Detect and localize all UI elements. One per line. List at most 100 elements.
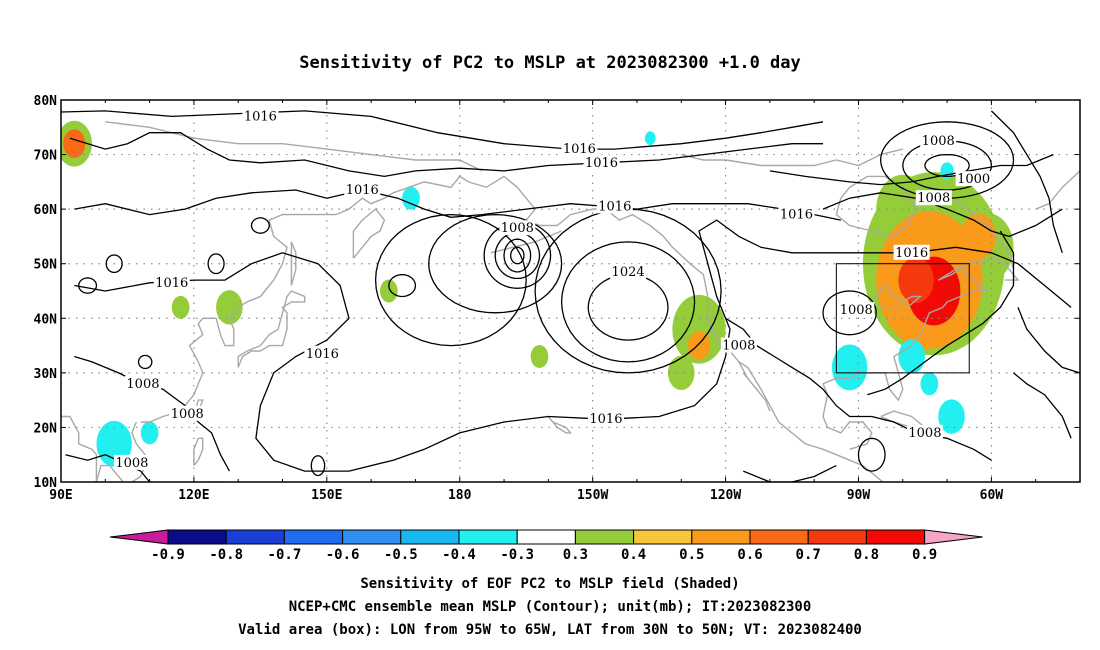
contour-label-bg xyxy=(304,345,341,361)
shading-patch xyxy=(63,129,86,158)
map-panel: 1016101610161016101610161016101610161016… xyxy=(34,94,1081,503)
colorbar-swatch xyxy=(749,529,809,545)
coastline xyxy=(237,290,306,368)
mslp-contour-line xyxy=(137,354,153,370)
mslp-contour-line xyxy=(61,110,824,150)
contour-label-bg xyxy=(499,220,536,236)
colorbar-swatch xyxy=(342,529,402,545)
x-tick-label: 120E xyxy=(178,488,209,503)
colorbar-swatch xyxy=(400,529,460,545)
colorbar-label: -0.9 xyxy=(151,547,185,563)
mslp-contour-line xyxy=(78,277,98,294)
colorbar: -0.9 -0.8 -0.7 -0.6 -0.5 -0.4 -0.3 0.3 0.4 0.5 0.6… xyxy=(109,529,983,563)
contour-label: 1000 xyxy=(957,172,990,187)
mslp-contour-line xyxy=(857,437,886,472)
map-title: Sensitivity of PC2 to MSLP at 2023082300… xyxy=(299,53,801,73)
coastlines xyxy=(61,121,1080,482)
coastline xyxy=(738,361,771,412)
mslp-contour-line xyxy=(1013,372,1072,439)
colorbar-swatch xyxy=(225,529,285,545)
x-tick-label: 150E xyxy=(311,488,342,503)
map-frame xyxy=(60,99,1081,483)
mslp-contour-line xyxy=(510,246,525,265)
mslp-contour-line xyxy=(74,355,230,472)
x-tick-label: 150W xyxy=(577,488,608,503)
colorbar-swatch xyxy=(283,529,344,545)
colorbar-swatch xyxy=(633,529,693,545)
contour-label-bg xyxy=(838,302,875,318)
y-tick-label: 80N xyxy=(34,94,58,109)
mslp-contour-line xyxy=(990,110,1063,254)
contour-label: 1008 xyxy=(171,407,204,422)
contour-label-bg xyxy=(344,182,381,198)
mslp-contour-line xyxy=(769,153,1054,186)
valid-area-box xyxy=(835,263,970,374)
y-tick-label: 10N xyxy=(34,476,58,491)
shading-patch xyxy=(530,345,549,368)
contour-label-bg xyxy=(561,141,598,157)
shading-patch xyxy=(216,290,243,325)
mslp-contour-line xyxy=(822,192,1063,238)
contour-label: 1016 xyxy=(585,156,618,171)
colorbar-label: 0.4 xyxy=(621,547,646,563)
contour-label: 1008 xyxy=(115,456,148,471)
contour-label: 1016 xyxy=(155,276,188,291)
shading-patch xyxy=(831,344,868,391)
colorbar-high-triangle xyxy=(924,529,983,545)
coastline xyxy=(193,437,204,467)
x-tick-label: 90E xyxy=(49,488,72,503)
coastline xyxy=(503,175,884,482)
colorbar-label: 0.3 xyxy=(563,547,588,563)
shading-patch xyxy=(672,294,726,364)
contour-label: 1016 xyxy=(563,142,596,157)
mslp-contour-line xyxy=(902,140,993,191)
shading-patch xyxy=(938,399,965,434)
mslp-contour-line xyxy=(587,273,669,341)
contour-label: 1008 xyxy=(126,377,159,392)
axis-ticks: 90E 120E 150E 180 150W 120W 90W 60W 80N 70N 60N 50N… xyxy=(34,94,1080,503)
colorbar-swatch xyxy=(691,529,751,545)
colorbar-label: -0.6 xyxy=(326,547,360,563)
y-tick-label: 30N xyxy=(34,367,58,382)
x-tick-label: 120W xyxy=(710,488,741,503)
shading-patch xyxy=(644,131,656,146)
contour-label: 1024 xyxy=(612,265,645,280)
contour-label: 1008 xyxy=(840,303,873,318)
shading-patch xyxy=(379,279,398,303)
mslp-contour-line xyxy=(374,213,527,347)
colorbar-label: 0.7 xyxy=(796,547,821,563)
contour-label: 1008 xyxy=(501,221,534,236)
contour-label-bg xyxy=(778,206,815,222)
contour-label: 1016 xyxy=(589,412,622,427)
y-tick-label: 50N xyxy=(34,258,58,273)
caption-valid-area: Valid area (box): LON from 95W to 65W, L… xyxy=(238,622,862,638)
colorbar-label: -0.3 xyxy=(500,547,534,563)
x-tick-label: 60W xyxy=(980,488,1004,503)
coastline xyxy=(290,241,297,286)
mslp-contour-line xyxy=(310,455,326,477)
mslp-contour-line xyxy=(503,238,532,273)
contour-label-bg xyxy=(915,190,952,206)
contour-label-bg xyxy=(893,244,930,260)
shading-patch xyxy=(171,295,190,319)
colorbar-label: -0.7 xyxy=(268,547,302,563)
caption-shading: Sensitivity of EOF PC2 to MSLP field (Sh… xyxy=(360,576,739,592)
contour-label-bg xyxy=(920,132,957,148)
contour-label-bg xyxy=(906,424,943,440)
mslp-contour-line xyxy=(74,219,1072,472)
contour-label: 1008 xyxy=(917,191,950,206)
mslp-contour-line xyxy=(743,465,837,482)
colorbar-swatch xyxy=(865,529,926,545)
shading-patch xyxy=(687,331,711,360)
coastline xyxy=(61,415,98,482)
colorbar-swatch xyxy=(516,529,576,545)
mslp-contour-line xyxy=(250,217,270,234)
x-tick-label: 180 xyxy=(448,488,472,503)
coastline xyxy=(725,148,903,167)
mslp-contour-line xyxy=(534,208,722,374)
contour-label-bg xyxy=(610,263,647,279)
colorbar-swatch xyxy=(574,529,635,545)
contour-label: 1008 xyxy=(908,426,941,441)
contour-label-bg xyxy=(242,108,279,124)
